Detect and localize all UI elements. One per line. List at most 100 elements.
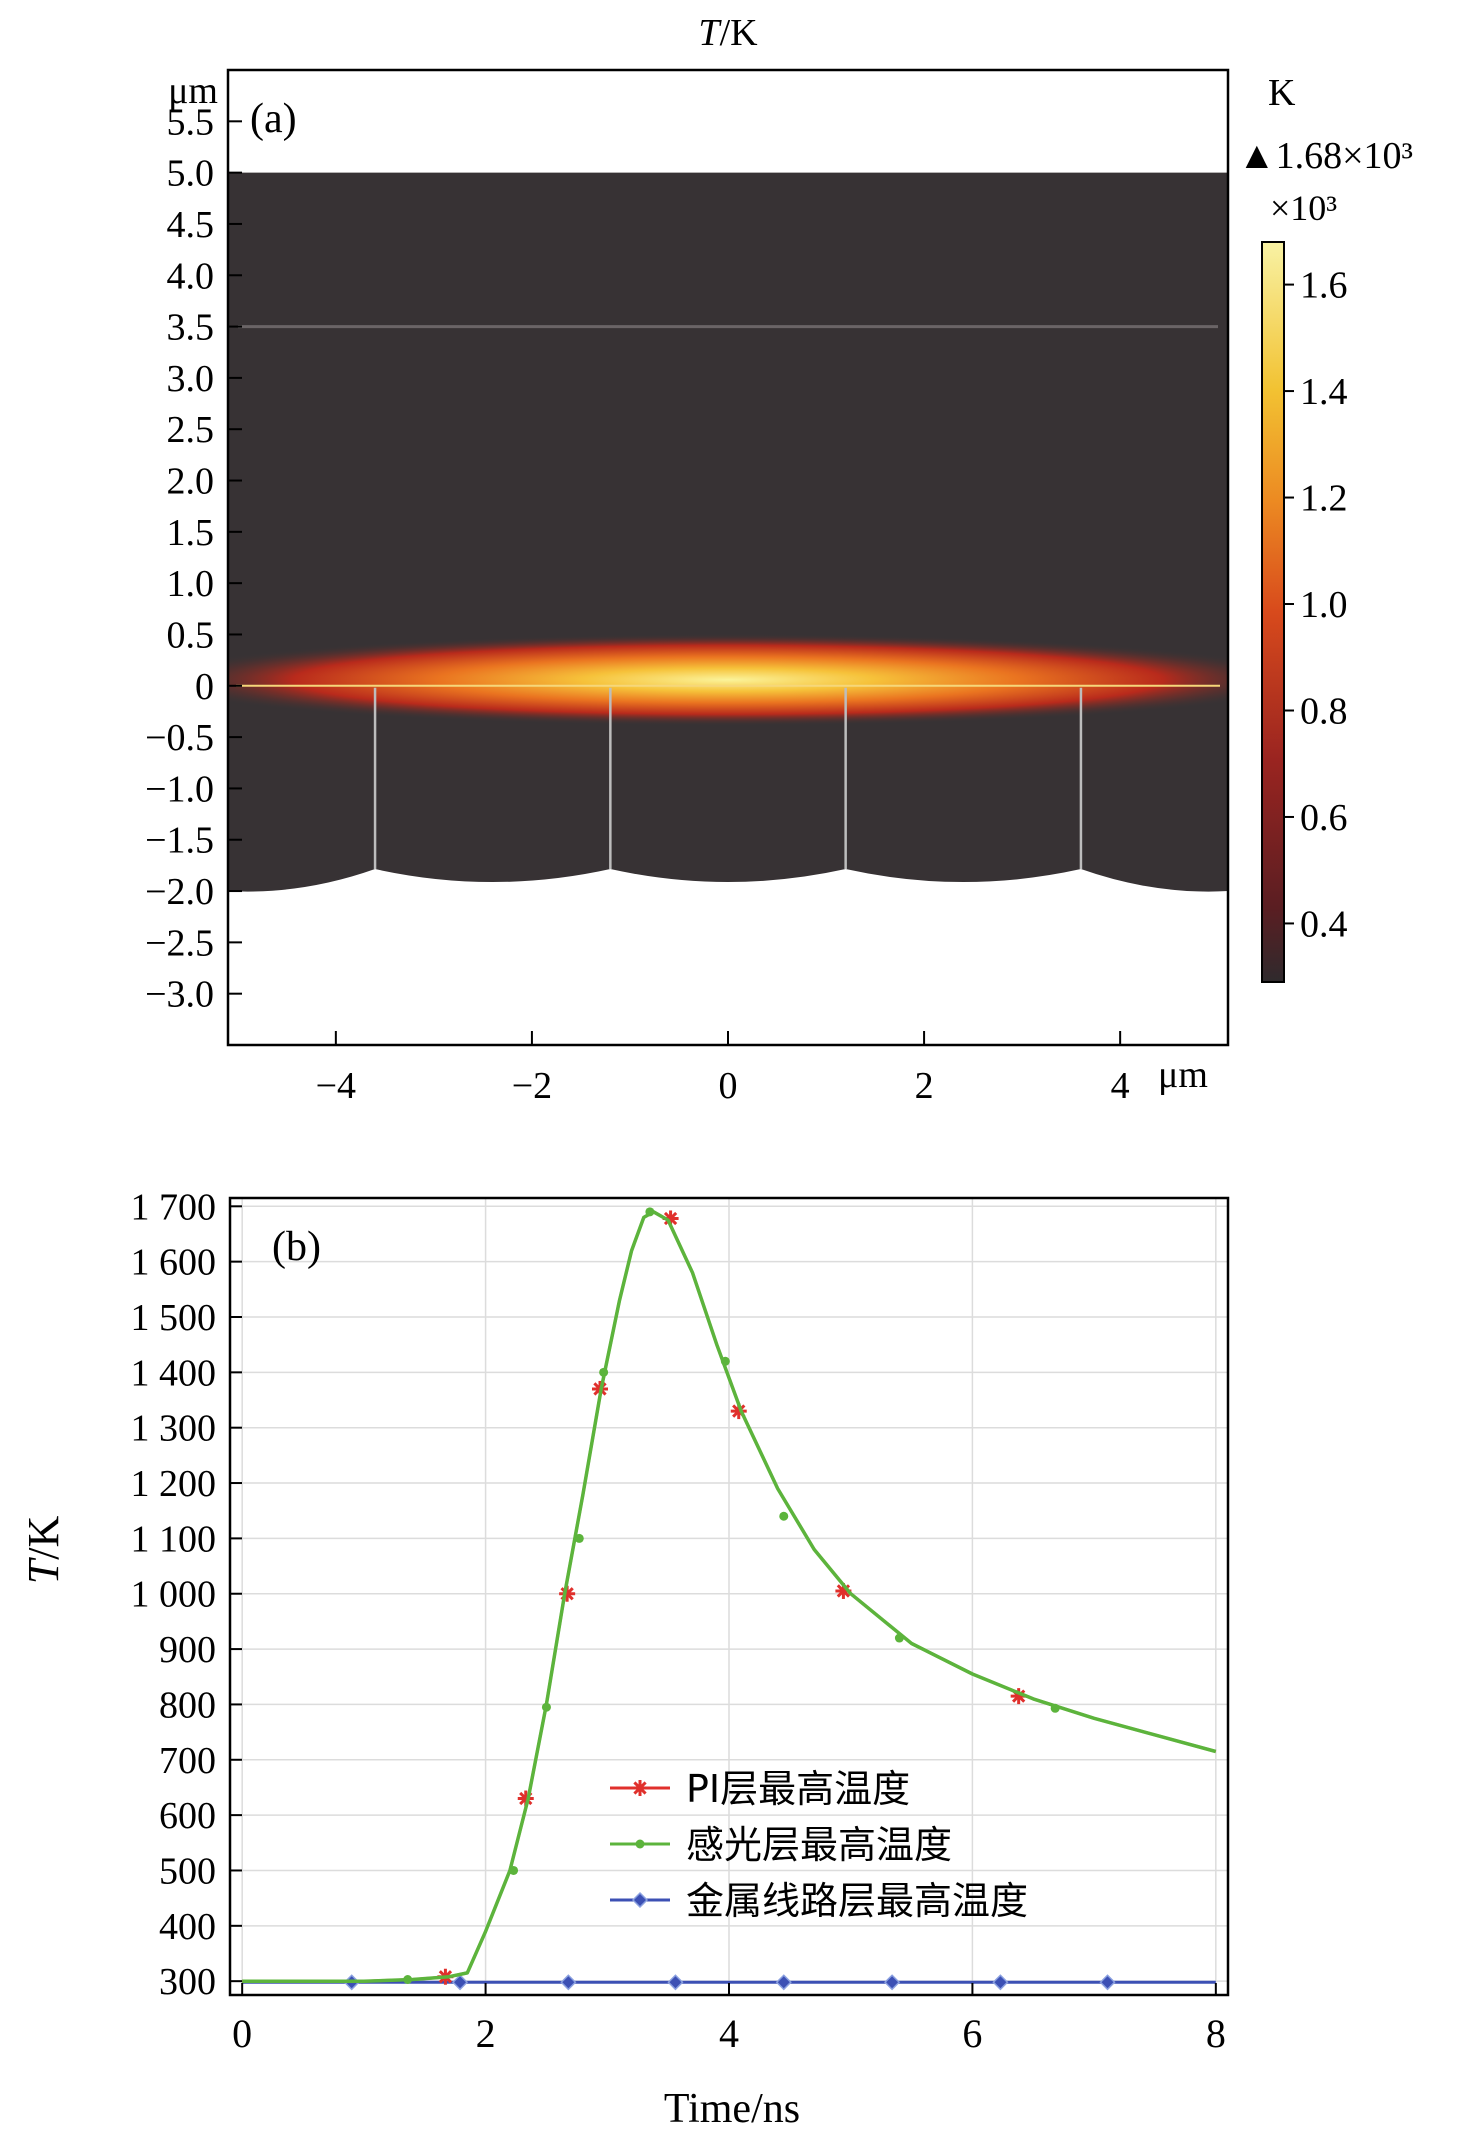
y-tick-label: 800 (159, 1684, 216, 1726)
x-tick-label: −4 (316, 1065, 356, 1107)
y-tick-label: −1.0 (145, 768, 214, 810)
chart-b-y-axis-label: T/K (19, 1516, 68, 1585)
colorbar-unit: K (1268, 72, 1296, 114)
series-marker-diamond (667, 1974, 684, 1991)
y-tick-label: 3.5 (167, 307, 215, 349)
marker-stroke (1012, 1689, 1026, 1703)
y-tick-label: 1 300 (131, 1408, 217, 1450)
series-marker-dot (635, 1839, 645, 1849)
chart-b-panel-label: (b) (272, 1224, 321, 1270)
y-tick-label: 2.5 (167, 409, 215, 451)
chart-b-x-ticks: 0 2 4 6 8 (232, 1983, 1226, 2056)
chart-a-y-ticks: 5.5 5.0 4.5 4.0 3.5 3.0 2.5 2.0 1.5 1.0 0.5 0 −0.5 −1… (145, 101, 242, 1016)
series-marker-diamond (631, 1891, 649, 1909)
legend-label: 金属线路层最高温度 (686, 1879, 1028, 1923)
marker-stroke (732, 1404, 746, 1418)
y-tick-label: 1 200 (131, 1463, 217, 1505)
x-tick-label: 6 (962, 2011, 982, 2056)
y-tick-label: 1 000 (131, 1574, 217, 1616)
chart-b-y-axis-label-rest: /K (19, 1516, 68, 1560)
legend-item-2: 感光层最高温度 (610, 1823, 952, 1867)
x-tick-label: 8 (1206, 2011, 1226, 2056)
chart-a-panel-label: (a) (250, 96, 297, 142)
colorbar-ticks: 1.6 1.4 1.2 1.0 0.8 0.6 0.4 (1284, 265, 1348, 945)
colorbar-tick-label: 1.2 (1300, 478, 1348, 520)
legend-label: PI层最高温度 (686, 1767, 910, 1811)
series-marker-diamond (992, 1974, 1009, 1991)
legend-label: 感光层最高温度 (686, 1823, 952, 1867)
colorbar-multiplier: ×10³ (1270, 188, 1337, 228)
x-tick-label: 2 (915, 1065, 934, 1107)
y-tick-label: 900 (159, 1629, 216, 1671)
colorbar-scale (1261, 241, 1285, 983)
colorbar-tick-label: 1.6 (1300, 265, 1348, 307)
y-tick-label: −2.5 (145, 922, 214, 964)
y-tick-label: 0.5 (167, 614, 215, 656)
series-marker-diamond (560, 1974, 577, 1991)
y-tick-label: 0 (195, 666, 214, 708)
panel-a: T/K 5.5 5.0 4.5 4.0 3.5 3.0 2.5 2.0 1.5 1.0 0.5 0 −0… (145, 12, 1413, 1107)
series-marker-dot (509, 1865, 519, 1875)
legend-item-1: PI层最高温度 (610, 1767, 910, 1811)
series-marker-dot (894, 1633, 904, 1643)
chart-b-grid (230, 1198, 1228, 1995)
chart-a-title-italic: T (698, 12, 722, 54)
heatmap-plot (228, 172, 1228, 892)
series-marker-dot (574, 1533, 584, 1543)
marker-stroke (663, 1211, 678, 1226)
chart-a-title-rest: /K (720, 12, 759, 54)
series-marker-dot (779, 1511, 789, 1521)
series-marker-diamond (884, 1974, 901, 1991)
y-tick-label: 5.0 (167, 153, 215, 195)
x-tick-label: 0 (232, 2011, 252, 2056)
chart-a-x-ticks: −4 −2 0 2 4 (316, 1031, 1130, 1107)
x-tick-label: 4 (1111, 1065, 1130, 1107)
y-tick-label: −2.0 (145, 871, 214, 913)
y-tick-label: 1.5 (167, 512, 215, 554)
heatmap-domain (228, 172, 1228, 892)
y-tick-label: 700 (159, 1740, 216, 1782)
heatmap-hot-zone (228, 633, 1228, 726)
y-tick-label: 4.5 (167, 204, 215, 246)
y-tick-label: 1 500 (131, 1297, 217, 1339)
series-line (242, 1210, 1217, 1983)
chart-a-x-unit: μm (1158, 1054, 1208, 1096)
series-marker-dot (645, 1207, 655, 1217)
y-tick-label: 600 (159, 1795, 216, 1837)
series-marker-diamond (451, 1974, 469, 1991)
colorbar-max-marker: ▲ (1238, 135, 1276, 177)
y-tick-label: 300 (159, 1961, 216, 2003)
series-marker-dot (1050, 1703, 1060, 1713)
chart-b-x-axis-label: Time/ns (664, 2086, 800, 2132)
y-tick-label: 3.0 (167, 358, 215, 400)
chart-b-series (242, 1207, 1217, 1991)
chart-b-y-ticks: 300 400 500 600 700 800 900 1 000 1 100 1 200 1 30… (131, 1186, 242, 2003)
legend-item-3: 金属线路层最高温度 (610, 1879, 1028, 1923)
y-tick-label: 1 100 (131, 1518, 217, 1560)
series-marker-diamond (1099, 1974, 1116, 1991)
y-tick-label: 1.0 (167, 563, 215, 605)
y-tick-label: 4.0 (167, 255, 215, 297)
chart-a-title: T/K (698, 12, 758, 54)
series-marker-asterisk (632, 1780, 648, 1796)
series-marker-dot (720, 1356, 730, 1366)
y-tick-label: 500 (159, 1850, 216, 1892)
chart-b-y-axis-label-italic: T (19, 1556, 68, 1584)
series-marker-dot (541, 1702, 551, 1712)
y-tick-label: −0.5 (145, 717, 214, 759)
heatmap-vertical-boundaries (373, 687, 1083, 870)
series-2 (242, 1207, 1217, 1985)
x-tick-label: 0 (719, 1065, 738, 1107)
colorbar-tick-label: 0.6 (1300, 797, 1348, 839)
y-tick-label: −3.0 (145, 974, 214, 1016)
marker-stroke (633, 1781, 647, 1795)
y-tick-label: 400 (159, 1906, 216, 1948)
y-tick-label: 1 600 (131, 1242, 217, 1284)
y-tick-label: −1.5 (145, 820, 214, 862)
colorbar-tick-label: 0.8 (1300, 690, 1348, 732)
colorbar-tick-label: 0.4 (1300, 903, 1348, 945)
colorbar: K ▲1.68×10³ ×10³ 1.6 1.4 1.2 1.0 0.8 0.6 0.4 (1238, 72, 1413, 983)
panel-b: 300 400 500 600 700 800 900 1 000 1 100 1 200 1 30… (19, 1186, 1230, 2132)
x-tick-label: 2 (476, 2011, 496, 2056)
